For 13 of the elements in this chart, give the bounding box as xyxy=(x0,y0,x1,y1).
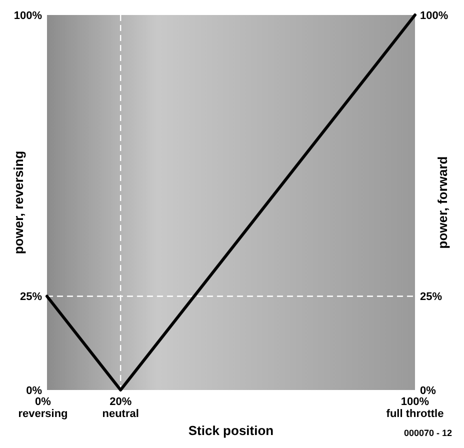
y2-tick-label: 0% xyxy=(420,384,436,397)
y2-axis-title: power, forward xyxy=(435,156,450,249)
y2-tick-label: 25% xyxy=(420,291,442,304)
y-tick-label: 100% xyxy=(14,10,42,22)
x-tick-label: 0% reversing xyxy=(18,396,68,420)
y-tick-label: 25% xyxy=(20,291,42,304)
x-tick-label: 100% full throttle xyxy=(386,396,444,420)
x-tick-label: 20% neutral xyxy=(102,396,139,420)
x-axis-title: Stick position xyxy=(188,423,274,438)
y-axis-title: power, reversing xyxy=(11,150,26,254)
y-tick-label: 0% xyxy=(26,384,42,397)
text: 000070 - 12 xyxy=(404,428,452,438)
y2-tick-label: 100% xyxy=(420,10,448,22)
